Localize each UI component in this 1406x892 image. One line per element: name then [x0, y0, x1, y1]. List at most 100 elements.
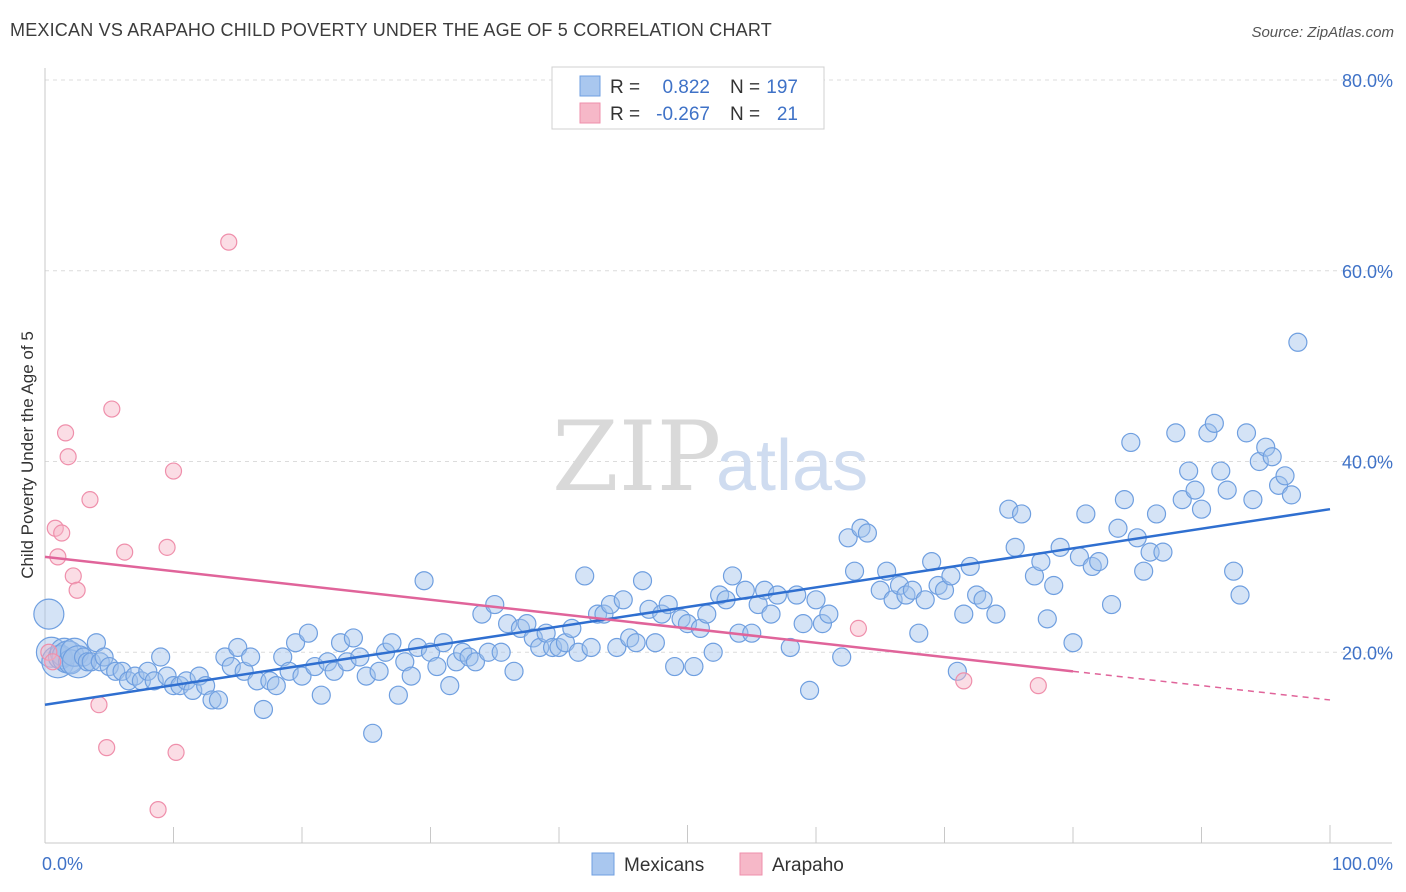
mexicans-point [1153, 542, 1173, 562]
mexicans-point [575, 566, 595, 586]
arapaho-trend-line-extension [1072, 670, 1331, 701]
mexicans-point [1191, 499, 1212, 519]
mexicans-point [806, 590, 826, 610]
mexicans-point [1101, 594, 1122, 615]
legend-label-mexicans: Mexicans [624, 855, 704, 876]
mexicans-point [742, 623, 762, 643]
arapaho-point [955, 672, 973, 690]
mexicans-point [395, 652, 415, 672]
mexicans-point [568, 642, 588, 662]
arapaho-point [59, 448, 77, 466]
arapaho-point [164, 462, 183, 480]
mexicans-point [1114, 490, 1135, 510]
mexicans-point [253, 699, 274, 720]
mexicans-point [665, 656, 685, 677]
mexicans-point [208, 690, 229, 710]
mexicans-point [311, 685, 331, 705]
mexicans-point [684, 656, 704, 677]
arapaho-point [53, 524, 71, 542]
legend-swatch-bottom-mexicans [591, 852, 615, 876]
mexicans-point [1050, 537, 1070, 557]
grid-lines [45, 79, 1392, 653]
mexicans-point [697, 604, 717, 624]
mexicans-point [1268, 475, 1289, 495]
mexicans-point [1172, 490, 1192, 510]
mexicans-point [343, 628, 363, 648]
mexicans-point [1089, 552, 1109, 572]
mexicans-point [1134, 561, 1154, 581]
mexicans-point [369, 661, 389, 681]
correlation-legend: R = 0.822 N = 197 R = -0.267 N = 21 [551, 66, 825, 130]
mexicans-point [266, 676, 286, 696]
mexicans-point [542, 637, 563, 658]
mexicans-point [1204, 413, 1224, 433]
mexicans-point [941, 566, 961, 586]
mexicans-point [780, 637, 800, 658]
mexicans-point [1288, 332, 1308, 352]
mexicans-point [857, 523, 878, 543]
mexicans-point [934, 580, 955, 600]
mexicans-point [607, 637, 627, 658]
mexicans-point [1037, 609, 1057, 629]
legend-r-label-2: R = [610, 104, 640, 125]
mexicans-point [761, 604, 781, 624]
arapaho-point [220, 233, 238, 251]
mexicans-point [33, 598, 65, 630]
series-legend: Mexicans Arapaho [591, 852, 844, 876]
mexicans-point [94, 647, 114, 667]
mexicans-point [844, 561, 865, 581]
mexicans-point [645, 633, 665, 653]
arapaho-point [56, 424, 75, 442]
mexicans-point [1281, 485, 1302, 505]
arapaho-point [849, 619, 868, 638]
mexicans-point [613, 590, 633, 610]
arapaho-point [98, 739, 116, 757]
mexicans-point [793, 614, 813, 634]
arapaho-trend-line [44, 555, 1074, 673]
tick-labels: 20.0% 40.0% 60.0% 80.0% 0.0% 100.0% [42, 71, 1393, 874]
mexicans-point [485, 594, 505, 615]
mexicans-point [1121, 432, 1141, 453]
mexicans-point [112, 661, 132, 681]
arapaho-point [103, 400, 121, 418]
arapaho-point [44, 653, 62, 671]
mexicans-point [889, 575, 910, 596]
mexicans-point [59, 637, 90, 667]
legend-swatch-arapaho [579, 102, 601, 124]
mexicans-point [960, 556, 980, 577]
mexicans-point [138, 661, 158, 681]
watermark-atlas: atlas [716, 426, 868, 506]
mexicans-point [838, 528, 858, 548]
x-tick-label: 100.0% [1332, 854, 1393, 874]
mexicans-point [632, 571, 653, 591]
mexicans-point [1185, 480, 1205, 500]
legend-n-label-2: N = [730, 104, 760, 125]
legend-r-value-2: -0.267 [656, 104, 710, 125]
mexicans-point [356, 666, 376, 686]
legend-n-value-2: 21 [777, 104, 798, 125]
mexicans-point [999, 499, 1019, 519]
mexicans-point [1076, 504, 1096, 524]
axes [44, 68, 1392, 844]
mexicans-point [947, 661, 967, 681]
mexicans-point [722, 566, 743, 586]
data-points [33, 233, 1308, 819]
mexicans-point [1108, 518, 1128, 538]
mexicans-point [986, 604, 1006, 624]
legend-label-arapaho: Arapaho [772, 855, 844, 876]
mexicans-point [562, 618, 582, 639]
x-tick-label: 0.0% [42, 854, 83, 874]
mexicans-point [1230, 585, 1250, 605]
arapaho-point [116, 543, 134, 561]
mexicans-point [812, 614, 833, 634]
source-label: Source: ZipAtlas.com [1251, 24, 1394, 41]
mexicans-point [819, 604, 839, 624]
mexicans-point [555, 633, 576, 653]
mexicans-point [1024, 566, 1045, 586]
legend-swatch-bottom-arapaho [739, 852, 763, 876]
y-axis-label: Child Poverty Under the Age of 5 [18, 331, 37, 579]
mexicans-point [228, 637, 248, 658]
mexicans-point [1243, 490, 1263, 510]
mexicans-point [870, 580, 890, 600]
